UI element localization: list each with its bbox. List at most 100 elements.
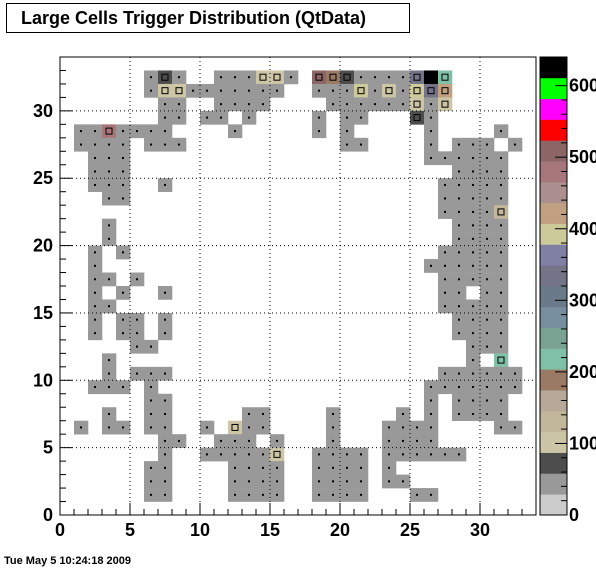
cell-marker (262, 480, 264, 483)
heatmap-cell (494, 353, 509, 368)
cell-marker (136, 318, 138, 321)
cell-marker (500, 224, 502, 227)
palette-swatch (540, 223, 567, 245)
cell-marker (108, 386, 110, 389)
cell-marker (430, 426, 432, 429)
cell-marker (94, 264, 96, 267)
grid-lines (60, 57, 536, 515)
palette-swatch (540, 390, 567, 412)
cell-marker (500, 291, 502, 294)
cell-marker (360, 76, 362, 79)
cell-marker (80, 143, 82, 146)
heatmap-cell (410, 110, 425, 125)
cell-marker (458, 386, 460, 389)
cell-marker (122, 251, 124, 254)
cell-marker (486, 210, 488, 213)
cell-marker (500, 183, 502, 186)
cell-marker (178, 143, 180, 146)
cell-marker (108, 170, 110, 173)
cell-marker (416, 493, 418, 496)
cell-marker (220, 453, 222, 456)
cell-marker (444, 264, 446, 267)
heatmap-cell (270, 70, 285, 85)
cell-marker (273, 450, 281, 458)
cell-marker (486, 372, 488, 375)
cell-marker (514, 143, 516, 146)
cell-marker (332, 426, 334, 429)
cell-marker (413, 100, 421, 108)
palette-swatch (540, 348, 567, 370)
cell-marker (486, 143, 488, 146)
cell-marker (346, 130, 348, 133)
x-tick-label: 10 (190, 520, 210, 540)
cell-marker (220, 103, 222, 106)
cell-marker (472, 372, 474, 375)
cell-marker (164, 116, 166, 119)
cell-marker (458, 251, 460, 254)
cell-marker (472, 386, 474, 389)
cell-marker (472, 210, 474, 213)
cell-marker (206, 426, 208, 429)
cell-marker (108, 412, 110, 415)
cell-marker (500, 251, 502, 254)
cell-marker (276, 493, 278, 496)
cell-marker (416, 453, 418, 456)
palette-swatch (540, 119, 567, 141)
cell-marker (248, 412, 250, 415)
cell-marker (220, 89, 222, 92)
cell-marker (413, 73, 421, 81)
cell-marker (360, 453, 362, 456)
cell-marker (318, 116, 320, 119)
cell-marker (500, 412, 502, 415)
cell-marker (500, 305, 502, 308)
cell-marker (486, 305, 488, 308)
palette-swatch (540, 140, 567, 162)
cell-marker (262, 412, 264, 415)
cell-marker (150, 426, 152, 429)
cell-marker (413, 87, 421, 95)
cell-marker (416, 439, 418, 442)
palette-tick-label: 100 (569, 433, 596, 453)
cell-marker (402, 412, 404, 415)
palette-swatch (540, 77, 567, 100)
heatmap-cell (158, 83, 173, 98)
cell-marker (486, 251, 488, 254)
cell-marker (444, 386, 446, 389)
cell-marker (234, 130, 236, 133)
cell-marker (430, 439, 432, 442)
heatmap-cell (410, 83, 425, 98)
cell-marker (234, 480, 236, 483)
cell-marker (444, 305, 446, 308)
cell-marker (486, 412, 488, 415)
cell-marker (500, 278, 502, 281)
heatmap-cell (382, 83, 397, 98)
cell-marker (108, 143, 110, 146)
cell-marker (164, 412, 166, 415)
cell-marker (164, 183, 166, 186)
cell-marker (164, 318, 166, 321)
palette-swatch (540, 265, 567, 287)
heatmap-cell (256, 70, 271, 85)
cell-marker (413, 114, 421, 122)
cell-marker (402, 76, 404, 79)
palette-swatch (540, 181, 567, 204)
y-tick-label: 25 (33, 168, 53, 188)
palette-swatch (540, 202, 567, 224)
cell-marker (164, 493, 166, 496)
cell-marker (472, 157, 474, 160)
cell-marker (150, 76, 152, 79)
cell-marker (444, 453, 446, 456)
cells-group (74, 70, 523, 502)
cell-marker (360, 480, 362, 483)
cell-marker (94, 157, 96, 160)
cell-marker (346, 453, 348, 456)
palette-swatch (540, 286, 567, 308)
cell-marker (192, 89, 194, 92)
cell-marker (80, 130, 82, 133)
cell-marker (472, 183, 474, 186)
cell-marker (388, 453, 390, 456)
cell-marker (122, 143, 124, 146)
cell-marker (402, 103, 404, 106)
cell-marker (248, 493, 250, 496)
